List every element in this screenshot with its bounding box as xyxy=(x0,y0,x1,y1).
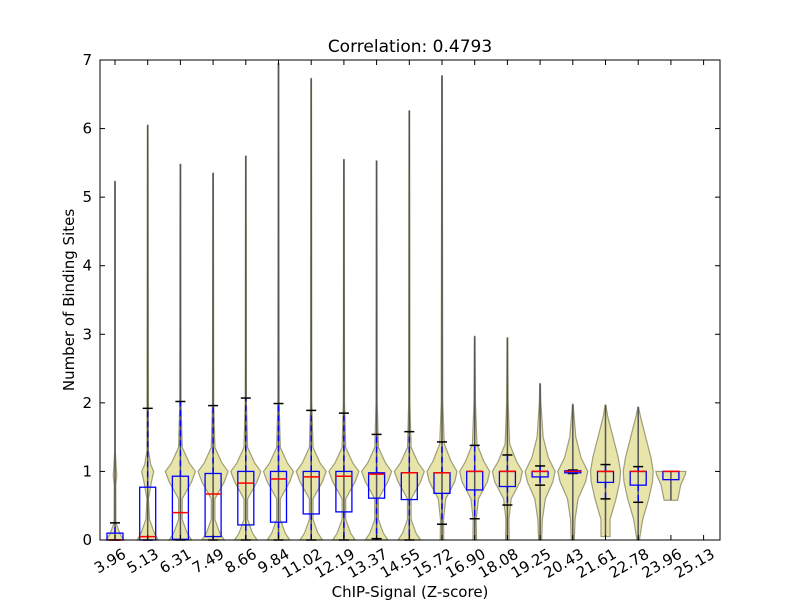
x-axis: 3.965.136.317.498.669.8411.0212.1913.371… xyxy=(91,60,718,582)
violin-group xyxy=(524,383,556,541)
x-axis-label: ChIP-Signal (Z-score) xyxy=(332,583,489,600)
y-axis-label: Number of Binding Sites xyxy=(60,209,78,391)
violin-group xyxy=(459,335,491,541)
violin-group xyxy=(655,470,687,501)
box-iqr xyxy=(367,472,386,499)
y-tick-label: 2 xyxy=(82,394,92,412)
plot-area xyxy=(104,62,687,541)
axes-frame xyxy=(99,59,721,541)
violin-group xyxy=(295,77,327,541)
violin-group xyxy=(491,337,524,541)
y-tick-label: 1 xyxy=(82,462,92,480)
y-tick-label: 7 xyxy=(82,51,92,69)
y-tick-label: 3 xyxy=(82,325,92,343)
box-iqr xyxy=(302,470,320,515)
violin-group xyxy=(589,404,622,538)
y-tick-label: 5 xyxy=(82,188,92,206)
violin-group xyxy=(230,155,262,541)
box-iqr xyxy=(269,470,288,523)
violin-group xyxy=(557,403,589,541)
box-iqr xyxy=(237,470,255,526)
y-axis: 0 1 2 3 4 5 6 7 xyxy=(82,51,720,549)
y-tick-label: 0 xyxy=(82,531,92,549)
violin-group xyxy=(622,406,654,541)
box-iqr xyxy=(335,470,353,513)
chart-title: Correlation: 0.4793 xyxy=(328,37,492,57)
violin-group xyxy=(426,75,458,541)
y-tick-label: 6 xyxy=(82,120,92,138)
violin-group xyxy=(104,180,126,541)
y-tick-label: 4 xyxy=(82,257,92,275)
violin-group xyxy=(360,160,393,541)
